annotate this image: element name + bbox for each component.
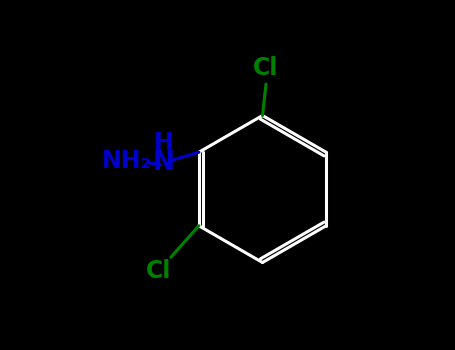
Text: H: H	[154, 132, 174, 155]
Text: Cl: Cl	[253, 56, 278, 80]
Text: N: N	[153, 150, 175, 176]
Text: Cl: Cl	[146, 259, 171, 283]
Text: NH₂: NH₂	[102, 149, 152, 173]
